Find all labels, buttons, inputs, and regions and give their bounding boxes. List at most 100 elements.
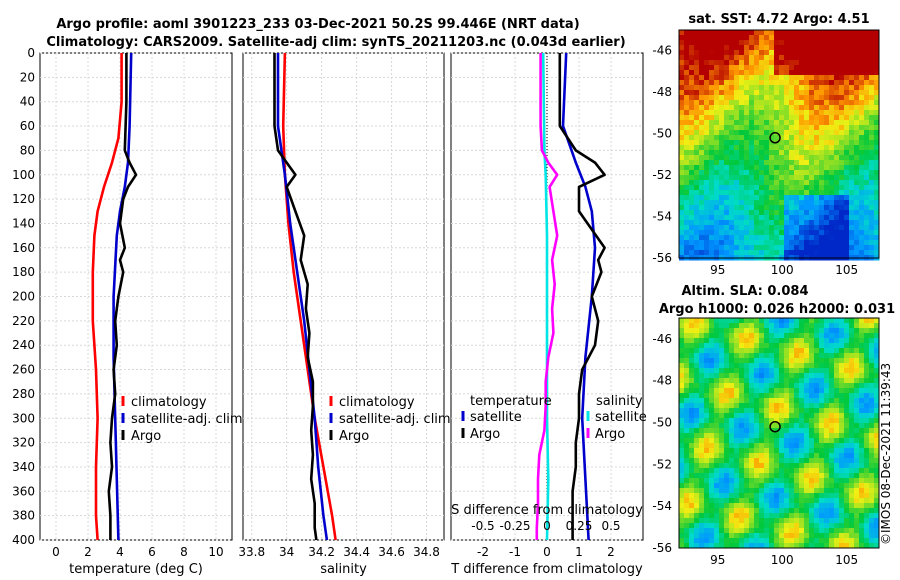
- p-sla-cell: [779, 353, 785, 359]
- p-sla-cell: [864, 338, 870, 344]
- p-sst-cell: [679, 210, 685, 216]
- p-sla-cell: [704, 483, 710, 489]
- p-sla-cell: [839, 318, 845, 324]
- p-sst-cell: [709, 85, 715, 91]
- p-sst-cell: [774, 170, 780, 176]
- p-sla-cell: [834, 488, 840, 494]
- p-sla-cell: [739, 373, 745, 379]
- p-sst-cell: [844, 40, 850, 46]
- p-sla-cell: [779, 413, 785, 419]
- p-sla-cell: [709, 493, 715, 499]
- p-sla-cell: [699, 443, 705, 449]
- p-sst-cell: [739, 70, 745, 76]
- p-sst-cell: [794, 135, 800, 141]
- p-sst-cell: [824, 160, 830, 166]
- p-sla-cell: [774, 423, 780, 429]
- p-sla-cell: [864, 458, 870, 464]
- p-sla-cell: [699, 448, 705, 454]
- p-sst-cell: [679, 145, 685, 151]
- p-sst-cell: [749, 160, 755, 166]
- p-sst-cell: [694, 210, 700, 216]
- p-sla-cell: [689, 523, 695, 529]
- p-sla-cell: [854, 543, 860, 549]
- p-sst-cell: [689, 130, 695, 136]
- p-sla-cell: [839, 473, 845, 479]
- p-sst-cell: [799, 210, 805, 216]
- p-sla-cell: [854, 493, 860, 499]
- p-sla-cell: [874, 428, 880, 434]
- p-sst-cell: [759, 185, 765, 191]
- p-sla-cell: [864, 333, 870, 339]
- p-sst-cell: [799, 195, 805, 201]
- p-sst-cell: [844, 150, 850, 156]
- p-sla-cell: [684, 363, 690, 369]
- p-sst-cell: [709, 60, 715, 66]
- p-sla-cell: [814, 438, 820, 444]
- p-sla-cell: [759, 393, 765, 399]
- p-sla-cell: [869, 443, 875, 449]
- p-sla-cell: [699, 373, 705, 379]
- p-sst-cell: [779, 105, 785, 111]
- p-sla-cell: [829, 408, 835, 414]
- p-sla-cell: [764, 368, 770, 374]
- p-sst-cell: [739, 235, 745, 241]
- p-sla-cell: [819, 363, 825, 369]
- p-sla-cell: [844, 323, 850, 329]
- p-sla-cell: [704, 388, 710, 394]
- p-sst-cell: [769, 170, 775, 176]
- p-sst-cell: [844, 160, 850, 166]
- p-sst-cell: [699, 185, 705, 191]
- p-sst-cell: [819, 150, 825, 156]
- p-sla-cell: [789, 373, 795, 379]
- p-sst-cell: [809, 230, 815, 236]
- p-sla-cell: [864, 513, 870, 519]
- p-sla-cell: [844, 383, 850, 389]
- p-sst-cell: [759, 50, 765, 56]
- p-sst-cell: [869, 225, 875, 231]
- p-sla-cell: [799, 363, 805, 369]
- p-sst-cell: [694, 100, 700, 106]
- p-sla-cell: [839, 478, 845, 484]
- p-sla-cell: [864, 448, 870, 454]
- p-sla-cell: [704, 318, 710, 324]
- p-sst-cell: [694, 225, 700, 231]
- p-sla-cell: [749, 408, 755, 414]
- p-sst-cell: [829, 205, 835, 211]
- p-sst-cell: [749, 115, 755, 121]
- p-sla-cell: [779, 438, 785, 444]
- p-sst-cell: [794, 120, 800, 126]
- p-sla-cell: [714, 363, 720, 369]
- p-sst-cell: [859, 60, 865, 66]
- p-sla-cell: [854, 533, 860, 539]
- p-sst-cell: [699, 180, 705, 186]
- legend-label: climatology: [131, 395, 207, 410]
- p-sla-cell: [704, 323, 710, 329]
- p-sst-cell: [699, 60, 705, 66]
- p-sla-cell: [729, 543, 735, 549]
- p-sst-cell: [764, 85, 770, 91]
- p-sla-cell: [784, 348, 790, 354]
- p-sst-cell: [844, 35, 850, 41]
- p-sla-cell: [809, 393, 815, 399]
- p-sla-cell: [749, 488, 755, 494]
- p-sst-cell: [814, 105, 820, 111]
- p-sst-cell: [754, 170, 760, 176]
- p-sst-cell: [864, 40, 870, 46]
- p-sst-cell: [784, 130, 790, 136]
- p-sla-cell: [729, 333, 735, 339]
- p-sst-cell: [844, 105, 850, 111]
- p-sla-cell: [724, 423, 730, 429]
- p-sla-cell: [734, 363, 740, 369]
- p-sla-cell: [774, 383, 780, 389]
- p-sla-cell: [849, 468, 855, 474]
- p-sst-cell: [744, 200, 750, 206]
- p-sla-cell: [799, 468, 805, 474]
- p-sst-cell: [709, 205, 715, 211]
- p-sst-cell: [824, 205, 830, 211]
- p-sla-cell: [754, 368, 760, 374]
- p-sst-cell: [759, 35, 765, 41]
- p-sst-cell: [834, 185, 840, 191]
- p-sst-cell: [714, 85, 720, 91]
- p-sst-cell: [819, 60, 825, 66]
- p-sst-cell: [774, 100, 780, 106]
